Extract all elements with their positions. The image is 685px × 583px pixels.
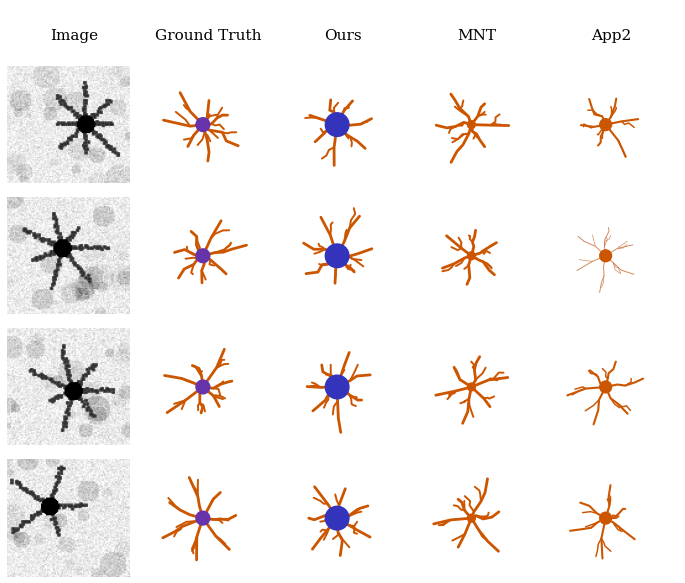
Circle shape: [196, 249, 210, 263]
Circle shape: [325, 113, 349, 136]
Circle shape: [467, 514, 475, 522]
Circle shape: [325, 244, 349, 268]
Text: Ours: Ours: [324, 29, 361, 43]
Circle shape: [196, 511, 210, 525]
Circle shape: [196, 380, 210, 394]
Circle shape: [600, 381, 612, 393]
Circle shape: [600, 250, 612, 262]
Text: MNT: MNT: [458, 29, 496, 43]
Circle shape: [325, 375, 349, 399]
Circle shape: [467, 383, 475, 391]
Circle shape: [325, 506, 349, 530]
Circle shape: [600, 512, 612, 524]
Text: App2: App2: [591, 29, 631, 43]
Circle shape: [467, 252, 475, 260]
Circle shape: [196, 118, 210, 132]
Text: Ground Truth: Ground Truth: [155, 29, 262, 43]
Circle shape: [600, 119, 612, 131]
Text: Image: Image: [50, 29, 98, 43]
Circle shape: [467, 121, 475, 129]
